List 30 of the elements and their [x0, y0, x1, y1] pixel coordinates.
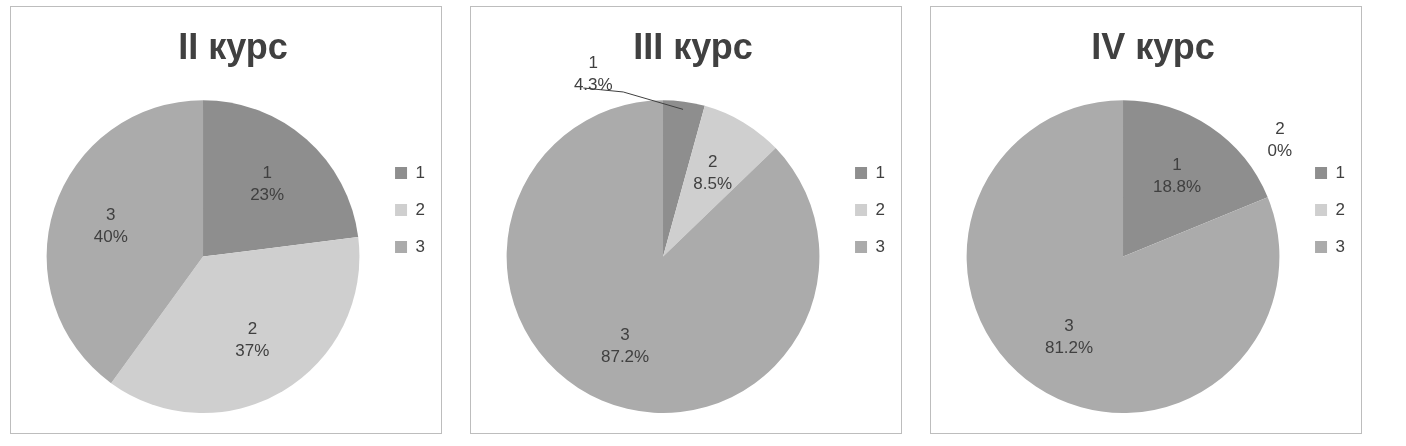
- data-label: 23%: [250, 184, 285, 204]
- legend-label: 3: [875, 236, 886, 256]
- slice-label: 3: [106, 205, 116, 225]
- legend-label: 3: [415, 236, 426, 256]
- category-label: 2: [1275, 118, 1285, 138]
- slice-label: 3: [1064, 315, 1074, 335]
- slice-label: 2: [707, 151, 718, 171]
- data-label: 8.5%: [693, 173, 733, 193]
- data-label: 81.2%: [1044, 337, 1094, 357]
- legend-label: 1: [1335, 162, 1346, 182]
- slice-label: 3: [620, 324, 630, 344]
- text: 0%: [1267, 140, 1293, 160]
- chart-title: IV курс: [1091, 25, 1215, 67]
- data-label: 4.3%: [573, 74, 613, 94]
- slice-label: 1: [262, 162, 272, 182]
- chart-title: III курс: [633, 25, 753, 67]
- data-label: 87.2%: [600, 346, 650, 366]
- data-label: 18.8%: [1152, 176, 1202, 196]
- slice-label: 1: [588, 52, 598, 72]
- data-label: 40%: [93, 227, 128, 247]
- slice-label: 1: [1172, 154, 1182, 174]
- chart-title: II курс: [178, 25, 288, 67]
- legend-label: 3: [1335, 236, 1346, 256]
- data-label: 37%: [235, 340, 270, 360]
- slice-label: 2: [247, 318, 258, 338]
- legend-label: 2: [415, 199, 426, 219]
- legend-label: 2: [875, 199, 886, 219]
- legend-label: 2: [1335, 199, 1346, 219]
- legend-label: 1: [415, 162, 426, 182]
- legend-label: 1: [875, 162, 886, 182]
